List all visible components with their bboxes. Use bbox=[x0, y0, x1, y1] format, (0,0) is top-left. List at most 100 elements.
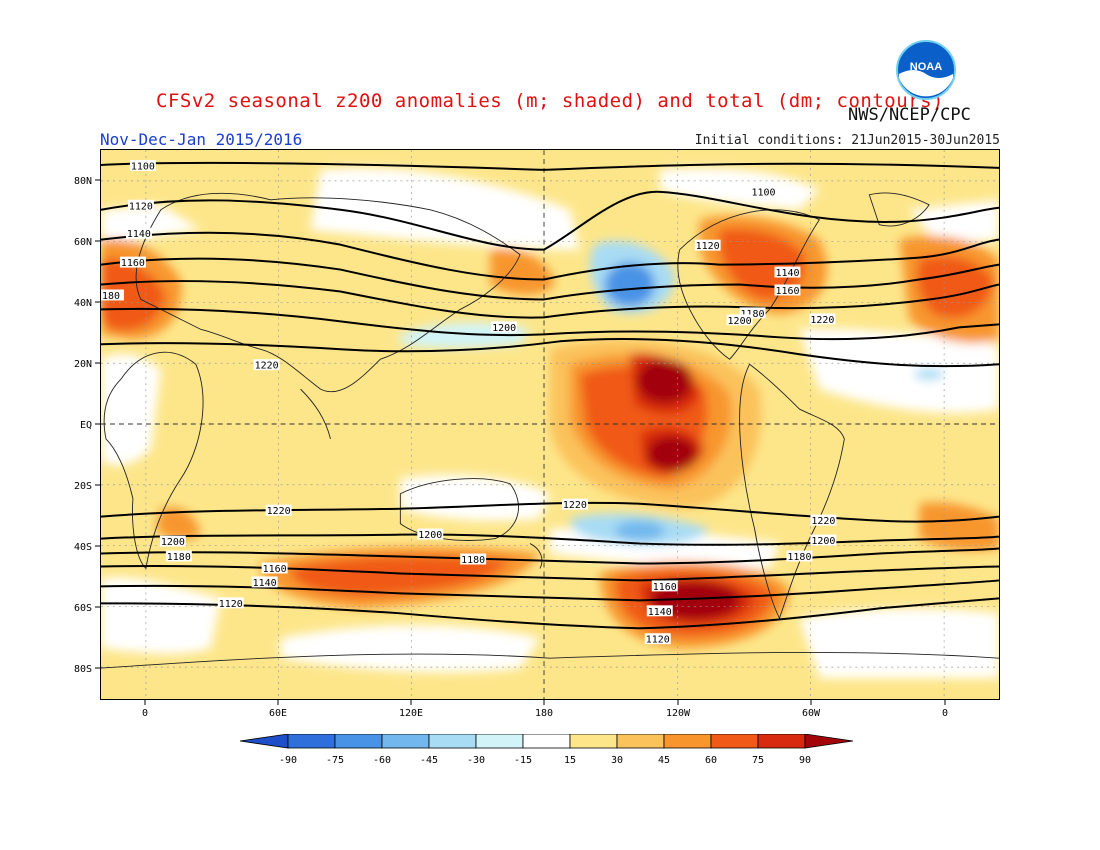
contour-label: 1220 bbox=[809, 313, 836, 326]
colorbar-segment bbox=[616, 734, 665, 749]
chart-title: CFSv2 seasonal z200 anomalies (m; shaded… bbox=[156, 90, 944, 112]
contour-label: 1160 bbox=[651, 580, 678, 593]
colorbar-segment bbox=[475, 734, 524, 749]
contour-label: 1120 bbox=[694, 239, 721, 252]
svg-text:1200: 1200 bbox=[418, 530, 442, 541]
colorbar-segment bbox=[757, 734, 806, 749]
svg-text:1200: 1200 bbox=[492, 323, 516, 334]
contour-label: 1180 bbox=[786, 550, 813, 563]
colorbar-label: -90 bbox=[279, 755, 297, 766]
lon-label: 0 bbox=[942, 708, 948, 719]
lon-label: 180 bbox=[535, 708, 553, 719]
colorbar-segment bbox=[381, 734, 430, 749]
colorbar-segment bbox=[334, 734, 383, 749]
svg-text:1120: 1120 bbox=[646, 635, 670, 646]
coastlines bbox=[101, 192, 999, 669]
contour-label: 1220 bbox=[253, 359, 280, 372]
contour-label: 1120 bbox=[217, 597, 244, 610]
colorbar-label: 75 bbox=[752, 755, 764, 766]
svg-text:1160: 1160 bbox=[653, 582, 677, 593]
colorbar-segment bbox=[569, 734, 618, 749]
contour-label: 1180 bbox=[165, 550, 192, 563]
lon-label: 0 bbox=[142, 708, 148, 719]
colorbar-label: -60 bbox=[373, 755, 391, 766]
colorbar-segment bbox=[663, 734, 712, 749]
contour-label: 1140 bbox=[774, 266, 801, 279]
svg-text:1100: 1100 bbox=[131, 161, 155, 172]
svg-text:1180: 1180 bbox=[787, 552, 811, 563]
svg-text:1220: 1220 bbox=[811, 516, 835, 527]
svg-text:1220: 1220 bbox=[267, 506, 291, 517]
svg-text:180: 180 bbox=[102, 291, 120, 302]
contour-label: 1140 bbox=[251, 576, 278, 589]
colorbar-label: 90 bbox=[799, 755, 811, 766]
colorbar-label: 15 bbox=[564, 755, 576, 766]
contour-label: 1160 bbox=[774, 284, 801, 297]
colorbar-segment bbox=[240, 734, 289, 749]
contour-label: 1200 bbox=[726, 314, 753, 327]
lat-label: 40N bbox=[74, 298, 92, 309]
svg-text:1220: 1220 bbox=[810, 315, 834, 326]
lat-label: 20N bbox=[74, 359, 92, 370]
contour-label: 1200 bbox=[417, 528, 444, 541]
contour-label: 1200 bbox=[810, 534, 837, 547]
contour-labels: 1100112011401160180110011201140116011801… bbox=[101, 159, 837, 646]
svg-text:1120: 1120 bbox=[696, 241, 720, 252]
contour-label: 1100 bbox=[750, 185, 777, 198]
svg-text:1160: 1160 bbox=[775, 286, 799, 297]
colorbar-segment bbox=[287, 734, 336, 749]
svg-text:1140: 1140 bbox=[648, 607, 672, 618]
lat-label: EQ bbox=[80, 420, 92, 431]
lon-label: 60E bbox=[269, 708, 287, 719]
svg-text:1140: 1140 bbox=[127, 229, 151, 240]
colorbar-label: -30 bbox=[467, 755, 485, 766]
svg-text:1120: 1120 bbox=[219, 599, 243, 610]
colorbar-segment bbox=[804, 734, 854, 749]
contour-label: 1160 bbox=[119, 256, 146, 269]
contour-label: 1200 bbox=[491, 321, 518, 334]
svg-text:1180: 1180 bbox=[741, 309, 765, 320]
contour-label: 180 bbox=[101, 289, 124, 302]
svg-text:1180: 1180 bbox=[167, 552, 191, 563]
svg-text:1180: 1180 bbox=[461, 555, 485, 566]
lat-label: 80S bbox=[74, 664, 92, 675]
contour-label: 1180 bbox=[739, 307, 766, 320]
svg-text:1200: 1200 bbox=[728, 316, 752, 327]
initial-conditions: Initial conditions: 21Jun2015-30Jun2015 bbox=[694, 133, 1000, 148]
svg-text:1220: 1220 bbox=[563, 500, 587, 511]
colorbar-segment bbox=[428, 734, 477, 749]
lat-label: 20S bbox=[74, 481, 92, 492]
colorbar-label: -45 bbox=[420, 755, 438, 766]
svg-text:1120: 1120 bbox=[129, 201, 153, 212]
svg-text:1200: 1200 bbox=[811, 536, 835, 547]
colorbar-label: -15 bbox=[514, 755, 532, 766]
contour-label: 1220 bbox=[265, 504, 292, 517]
contour-label: 1220 bbox=[810, 514, 837, 527]
contour-label: 1100 bbox=[129, 159, 156, 172]
lat-label: 40S bbox=[74, 542, 92, 553]
colorbar-label: -75 bbox=[326, 755, 344, 766]
colorbar-segment bbox=[710, 734, 759, 749]
lat-label: 60N bbox=[74, 237, 92, 248]
lat-label: 60S bbox=[74, 603, 92, 614]
colorbar: -90 -75 -60 -45 -30 -15 15 30 45 60 75 90 bbox=[240, 734, 854, 766]
colorbar-label: 30 bbox=[611, 755, 623, 766]
height-contours bbox=[101, 161, 999, 630]
organization-label: NWS/NCEP/CPC bbox=[848, 105, 971, 125]
svg-text:1200: 1200 bbox=[161, 537, 185, 548]
anomaly-map: 1100112011401160180110011201140116011801… bbox=[100, 149, 1000, 700]
lon-label: 120E bbox=[399, 708, 423, 719]
svg-text:1140: 1140 bbox=[775, 268, 799, 279]
colorbar-label: 60 bbox=[705, 755, 717, 766]
contour-label: 1220 bbox=[561, 498, 588, 511]
contour-label: 1160 bbox=[261, 562, 288, 575]
svg-text:1160: 1160 bbox=[121, 258, 145, 269]
contour-label: 1140 bbox=[125, 227, 152, 240]
forecast-period: Nov-Dec-Jan 2015/2016 bbox=[100, 130, 303, 149]
svg-text:1220: 1220 bbox=[255, 361, 279, 372]
colorbar-label: 45 bbox=[658, 755, 670, 766]
noaa-logo: NOAA bbox=[896, 40, 956, 100]
svg-text:NOAA: NOAA bbox=[910, 61, 942, 73]
equator-dateline bbox=[101, 150, 999, 699]
contour-label: 1120 bbox=[644, 633, 671, 646]
